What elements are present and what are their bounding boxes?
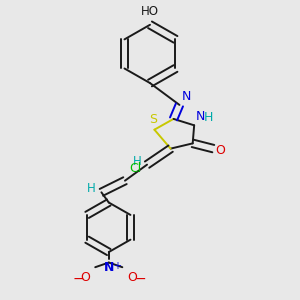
Text: O: O — [127, 271, 137, 284]
Text: H: H — [87, 182, 96, 195]
Text: O: O — [81, 271, 91, 284]
Text: Cl: Cl — [129, 162, 142, 176]
Text: O: O — [215, 144, 225, 157]
Text: S: S — [149, 113, 157, 126]
Text: −: − — [73, 272, 84, 286]
Text: +: + — [113, 261, 122, 271]
Text: N: N — [196, 110, 205, 123]
Text: H: H — [133, 154, 142, 168]
Text: N: N — [182, 91, 191, 103]
Text: −: − — [134, 272, 146, 286]
Text: HO: HO — [141, 5, 159, 18]
Text: N: N — [103, 261, 114, 274]
Text: H: H — [204, 111, 213, 124]
